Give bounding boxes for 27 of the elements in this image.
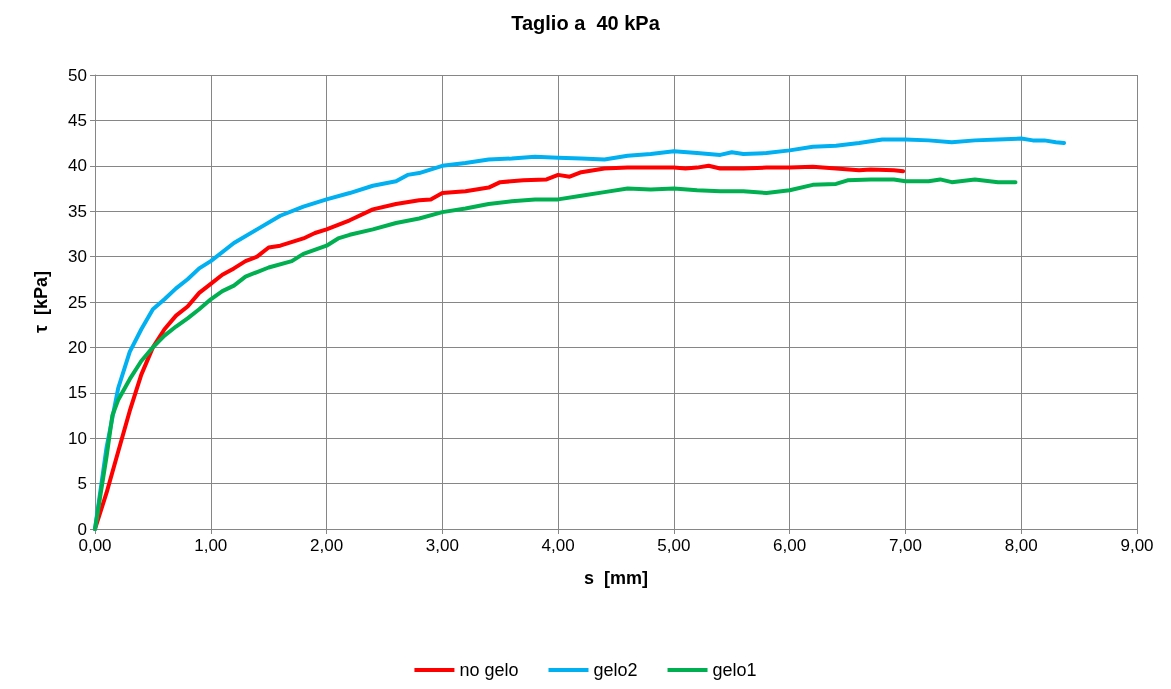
y-tick-label: 5	[77, 474, 87, 494]
y-tick-label: 0	[77, 519, 87, 539]
legend-label: no gelo	[459, 660, 519, 680]
x-tick-label: 9,00	[1120, 536, 1154, 555]
y-tick-label: 35	[68, 201, 87, 221]
y-tick-label: 45	[68, 110, 87, 130]
y-tick-label: 40	[68, 156, 87, 176]
y-tick-label: 30	[68, 247, 87, 267]
y-tick-label: 10	[68, 428, 87, 448]
x-tick-label: 6,00	[773, 536, 807, 555]
y-tick-label: 25	[68, 292, 87, 312]
y-tick-label: 50	[68, 65, 87, 85]
x-tick-label: 1,00	[194, 536, 228, 555]
x-tick-label: 0,00	[78, 536, 112, 555]
x-tick-label: 2,00	[310, 536, 344, 555]
x-tick-label: 8,00	[1004, 536, 1038, 555]
y-axis-title: τ [kPa]	[31, 270, 51, 334]
x-tick-label: 4,00	[541, 536, 575, 555]
legend-label: gelo2	[593, 660, 638, 680]
chart-title: Taglio a 40 kPa	[511, 12, 661, 34]
x-axis-title: s [mm]	[583, 568, 649, 588]
x-tick-label: 7,00	[888, 536, 922, 555]
x-tick-label: 3,00	[425, 536, 459, 555]
x-tick-label: 5,00	[657, 536, 691, 555]
y-tick-label: 20	[68, 337, 87, 357]
y-tick-label: 15	[68, 383, 87, 403]
legend-label: gelo1	[712, 660, 757, 680]
